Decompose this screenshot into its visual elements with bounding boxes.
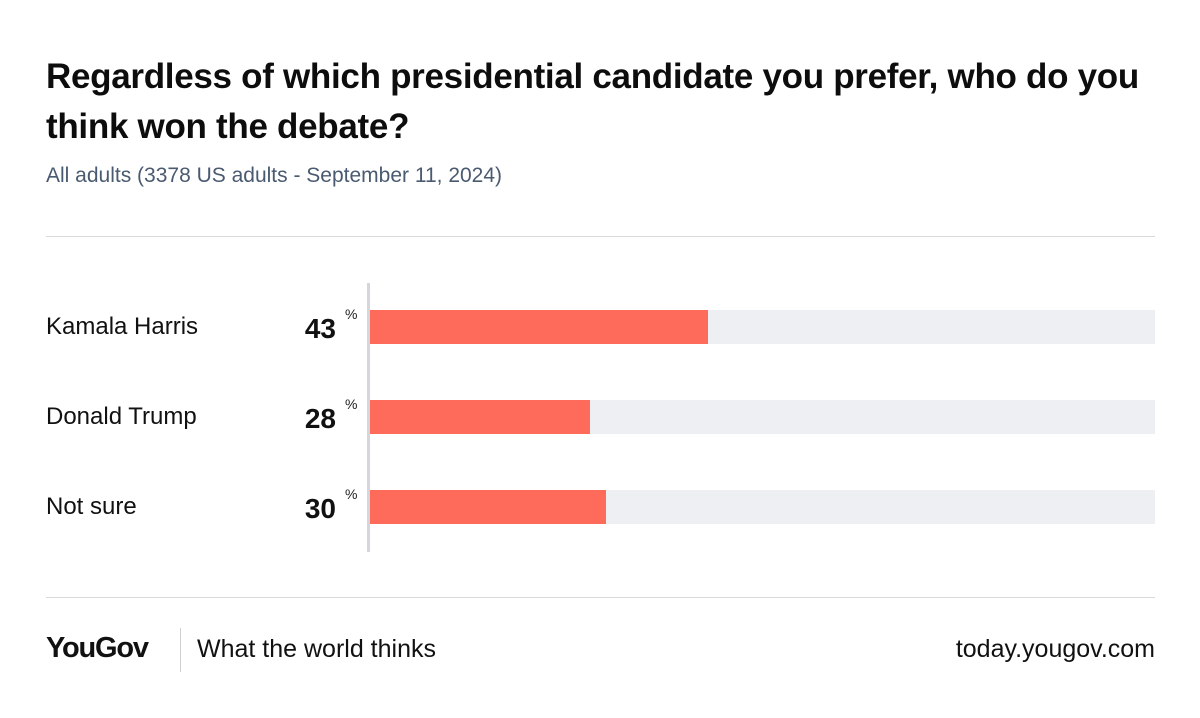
category-label: Kamala Harris — [46, 313, 199, 340]
percent-unit: % — [345, 306, 358, 322]
bar-track — [370, 310, 1155, 344]
bar-track — [370, 490, 1155, 524]
data-label: 43 — [304, 313, 336, 344]
percent-unit: % — [345, 396, 358, 412]
bar-row: Kamala Harris 43% — [0, 306, 1200, 344]
bar-row: Donald Trump 28% — [0, 396, 1200, 434]
data-label: 28 — [304, 403, 336, 434]
footer-tagline: What the world thinks — [197, 635, 436, 663]
footer-url-link[interactable]: today.yougov.com — [955, 635, 1155, 663]
data-label: 30 — [304, 493, 336, 524]
bar — [370, 310, 708, 344]
top-divider — [46, 236, 1155, 237]
bar-row: Not sure 30% — [0, 486, 1200, 524]
bar-track — [370, 400, 1155, 434]
percent-unit: % — [345, 486, 358, 502]
chart-title: Regardless of which presidential candida… — [46, 57, 1139, 146]
bar — [370, 400, 590, 434]
footer-divider — [180, 628, 181, 672]
bottom-divider — [46, 597, 1155, 598]
category-label: Not sure — [46, 493, 137, 520]
chart-subtitle: All adults (3378 US adults - September 1… — [46, 164, 503, 187]
bar — [370, 490, 606, 524]
baseline-axis — [367, 283, 370, 552]
yougov-logo[interactable]: YouGov — [46, 632, 149, 664]
category-label: Donald Trump — [46, 403, 197, 430]
